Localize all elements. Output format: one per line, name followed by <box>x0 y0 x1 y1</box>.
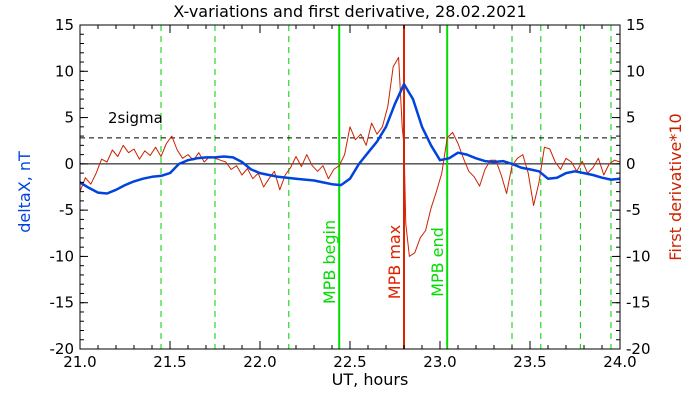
y-tick-label-right: 5 <box>626 109 636 127</box>
chart-title: X-variations and first derivative, 28.02… <box>173 2 526 21</box>
x-tick-label: 21.5 <box>153 353 186 371</box>
event-label: MPB max <box>385 225 404 299</box>
series-line-red <box>79 56 621 257</box>
y-tick-label-left: -20 <box>50 340 75 358</box>
x-axis-label: UT, hours <box>332 370 409 389</box>
y-tick-label-left: -15 <box>50 294 75 312</box>
y-axis-left-label: deltaX, nT <box>15 151 34 233</box>
y-tick-label-right: -5 <box>626 201 641 219</box>
y-tick-label-left: -10 <box>50 247 75 265</box>
x-tick-label: 24.0 <box>603 353 636 371</box>
y-axis-right: 15 10 5 0 -5 -10 -15 -20 <box>612 16 651 358</box>
y-tick-label-left: 0 <box>64 155 74 173</box>
x-tick-label: 23.0 <box>423 353 456 371</box>
y-axis-right-label: First derivative*10 <box>666 113 685 260</box>
event-labels: MPB begin MPB max MPB end <box>320 220 447 304</box>
y-tick-label-right: 15 <box>626 16 645 34</box>
x-tick-label: 21.0 <box>63 353 96 371</box>
x-tick-label: 22.0 <box>243 353 276 371</box>
y-tick-label-right: 0 <box>626 155 636 173</box>
y-tick-label-right: -20 <box>626 340 651 358</box>
x-tick-label: 22.5 <box>333 353 366 371</box>
y-tick-label-left: 15 <box>55 16 74 34</box>
y-tick-label-left: -5 <box>59 201 74 219</box>
y-axis-left: 15 10 5 0 -5 -10 -15 -20 <box>50 16 88 358</box>
y-tick-label-right: -10 <box>626 247 651 265</box>
event-label: MPB begin <box>320 220 339 304</box>
event-label: MPB end <box>428 227 447 297</box>
plot-series <box>79 56 621 257</box>
y-tick-label-right: -15 <box>626 294 651 312</box>
y-tick-label-left: 5 <box>64 109 74 127</box>
y-tick-label-right: 10 <box>626 62 645 80</box>
threshold-label: 2sigma <box>108 109 163 127</box>
event-lines <box>80 25 620 349</box>
x-axis: 21.0 21.5 22.0 22.5 23.0 23.5 24.0 <box>63 25 637 371</box>
y-tick-label-left: 10 <box>55 62 74 80</box>
series-line-blue <box>79 82 621 195</box>
x-tick-label: 23.5 <box>513 353 546 371</box>
